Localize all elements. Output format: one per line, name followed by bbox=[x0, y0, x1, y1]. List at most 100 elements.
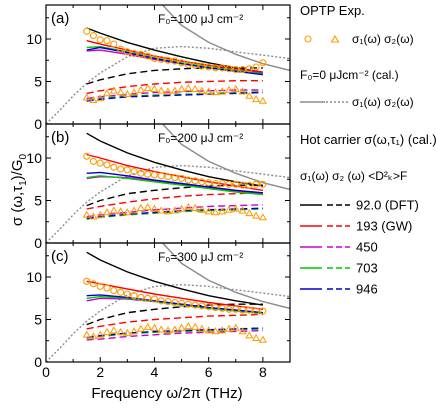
x-tick-label: 2 bbox=[96, 364, 104, 380]
series-line-946-sigma2 bbox=[86, 207, 263, 219]
exp-sigma1-point bbox=[144, 170, 152, 178]
exp-sigma2-point bbox=[184, 321, 193, 330]
f0-sigma1-line bbox=[162, 5, 290, 72]
panel-label: (a) bbox=[51, 10, 69, 27]
exp-sigma2-point bbox=[143, 83, 152, 92]
exp-sigma2-point bbox=[218, 207, 227, 215]
exp-sigma2-point bbox=[89, 212, 98, 220]
exp-sigma2-point bbox=[197, 324, 206, 332]
exp-sigma1-point bbox=[211, 179, 219, 188]
exp-sigma2-point bbox=[102, 89, 112, 97]
series-line-193-GW--sigma1 bbox=[86, 40, 263, 73]
exp-sigma1-point bbox=[117, 288, 125, 296]
exp-sigma2-point bbox=[224, 205, 234, 213]
exp-sigma1-point bbox=[171, 298, 179, 307]
legend-hot-title: Hot carrier σ(ω,τ₁) (cal.) bbox=[300, 132, 436, 147]
exp-sigma2-point bbox=[143, 202, 152, 211]
exp-sigma2-point bbox=[197, 205, 206, 213]
exp-sigma2-point bbox=[123, 208, 132, 216]
exp-sigma2-point bbox=[163, 326, 173, 334]
exp-sigma1-point bbox=[191, 61, 199, 69]
exp-sigma2-point bbox=[116, 327, 125, 336]
exp-sigma2-point bbox=[123, 328, 132, 336]
exp-sigma1-point bbox=[117, 45, 125, 53]
exp-sigma1-point bbox=[123, 166, 131, 174]
panel-1: 0 5 10 (b) F₀=200 μJ cm⁻² bbox=[26, 123, 291, 251]
legend-exp-triangle bbox=[330, 34, 340, 43]
exp-sigma1-point bbox=[150, 54, 158, 63]
exp-sigma1-point bbox=[96, 36, 104, 44]
legend-f0-marker-text: σ₁(ω) σ₂(ω) bbox=[352, 95, 414, 109]
x-tick-label: 8 bbox=[259, 364, 267, 380]
f0-sigma2-line bbox=[46, 283, 290, 362]
y-tick-label: 10 bbox=[26, 31, 42, 47]
y-tick-label: 10 bbox=[26, 150, 42, 166]
panel-label: (c) bbox=[51, 248, 69, 265]
exp-sigma2-point bbox=[102, 327, 112, 336]
legend-exp-marker-text: σ₁(ω) σ₂(ω) bbox=[352, 32, 414, 46]
series-line-193-GW--sigma2 bbox=[86, 79, 263, 95]
exp-sigma1-point bbox=[171, 57, 179, 65]
exp-sigma2-point bbox=[96, 94, 105, 102]
exp-sigma1-point bbox=[198, 302, 206, 310]
exp-sigma1-point bbox=[144, 294, 152, 302]
exp-sigma1-point bbox=[89, 32, 97, 40]
exp-sigma1-point bbox=[191, 177, 199, 185]
exp-sigma2-point bbox=[191, 84, 200, 92]
exp-sigma2-point bbox=[238, 327, 247, 335]
exp-sigma1-point bbox=[89, 280, 97, 288]
y-tick-label: 0 bbox=[34, 235, 42, 251]
y-tick-label: 0 bbox=[34, 116, 42, 132]
exp-sigma1-point bbox=[123, 290, 131, 298]
exp-sigma2-point bbox=[82, 210, 91, 218]
exp-sigma2-point bbox=[170, 325, 179, 333]
exp-sigma1-point bbox=[211, 64, 219, 72]
exp-sigma2-point bbox=[150, 204, 159, 212]
exp-sigma1-point bbox=[178, 174, 186, 182]
exp-sigma2-point bbox=[252, 211, 261, 219]
series-line-193-GW--sigma1 bbox=[86, 280, 263, 310]
series-line-703-sigma1 bbox=[86, 175, 263, 196]
exp-sigma1-point bbox=[252, 63, 260, 71]
exp-sigma2-point bbox=[252, 333, 261, 341]
plot-area bbox=[46, 5, 290, 124]
exp-sigma1-point bbox=[239, 66, 247, 74]
exp-sigma2-point bbox=[163, 207, 173, 215]
exp-sigma1-point bbox=[164, 298, 172, 306]
exp-sigma1-point bbox=[157, 55, 165, 63]
exp-sigma2-point bbox=[191, 203, 200, 211]
exp-sigma1-point bbox=[137, 169, 145, 177]
exp-sigma1-point bbox=[245, 65, 253, 73]
y-tick-label: 0 bbox=[34, 354, 42, 370]
exp-sigma1-point bbox=[103, 37, 111, 45]
exp-sigma2-point bbox=[177, 204, 186, 212]
series-line-946-sigma1 bbox=[86, 171, 263, 194]
exp-sigma1-point bbox=[218, 304, 226, 312]
exp-sigma1-point bbox=[83, 277, 91, 285]
exp-sigma2-point bbox=[258, 96, 267, 104]
exp-sigma1-point bbox=[157, 297, 165, 305]
x-axis-label: Frequency ω/2π (THz) bbox=[91, 385, 242, 402]
exp-sigma1-point bbox=[232, 66, 240, 74]
panel-0: 0 5 10 (a) F₀=100 μJ cm⁻² bbox=[26, 4, 291, 132]
panels: 0 5 10 (a) F₀=100 μJ cm⁻² 0 5 10 (b) F₀=200 μJ cm… bbox=[26, 4, 291, 380]
exp-sigma2-point bbox=[96, 210, 105, 218]
exp-sigma1-point bbox=[205, 179, 213, 187]
exp-sigma1-point bbox=[89, 157, 97, 165]
exp-sigma1-point bbox=[259, 59, 267, 67]
exp-sigma1-point bbox=[225, 305, 233, 313]
exp-sigma2-point bbox=[245, 91, 254, 99]
exp-sigma1-point bbox=[96, 282, 104, 290]
exp-sigma2-point bbox=[204, 87, 213, 95]
exp-sigma2-point bbox=[224, 85, 234, 93]
exp-sigma2-point bbox=[224, 324, 234, 332]
exp-sigma1-point bbox=[198, 62, 206, 70]
panel-annotation: F₀=100 μJ cm⁻² bbox=[158, 12, 243, 26]
y-axis-label: σ (ω,τ1)/G0 bbox=[9, 153, 29, 226]
exp-sigma2-point bbox=[109, 86, 118, 94]
exp-sigma2-point bbox=[109, 326, 118, 334]
exp-sigma1-point bbox=[150, 295, 158, 303]
plot-area bbox=[46, 124, 290, 243]
exp-sigma1-point bbox=[150, 171, 158, 179]
